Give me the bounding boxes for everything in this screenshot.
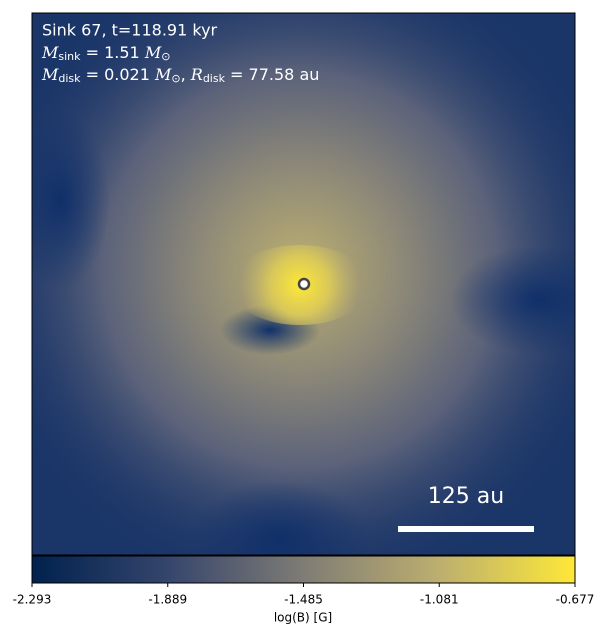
colorbar-tick-label: -1.889	[148, 593, 187, 607]
colorbar-tick-label: -1.485	[284, 593, 323, 607]
field-map	[32, 13, 575, 555]
colorbar	[31, 555, 576, 584]
scale-bar	[398, 526, 534, 532]
title-line: Sink 67, t=118.91 kyr	[42, 21, 218, 40]
scale-bar-label: 125 au	[428, 484, 504, 509]
colorbar-tick-label: -1.081	[420, 593, 459, 607]
colorbar-label: log(B) [G]	[274, 611, 332, 625]
frame	[31, 12, 576, 556]
mass-line: Msink = 1.51 M⊙	[41, 43, 170, 64]
sink-marker	[297, 277, 311, 291]
colorbar-tick-label: -0.677	[556, 593, 595, 607]
disk-line: Mdisk = 0.021 M⊙, Rdisk = 77.58 au	[41, 65, 319, 86]
colorbar-tick-label: -2.293	[13, 593, 52, 607]
